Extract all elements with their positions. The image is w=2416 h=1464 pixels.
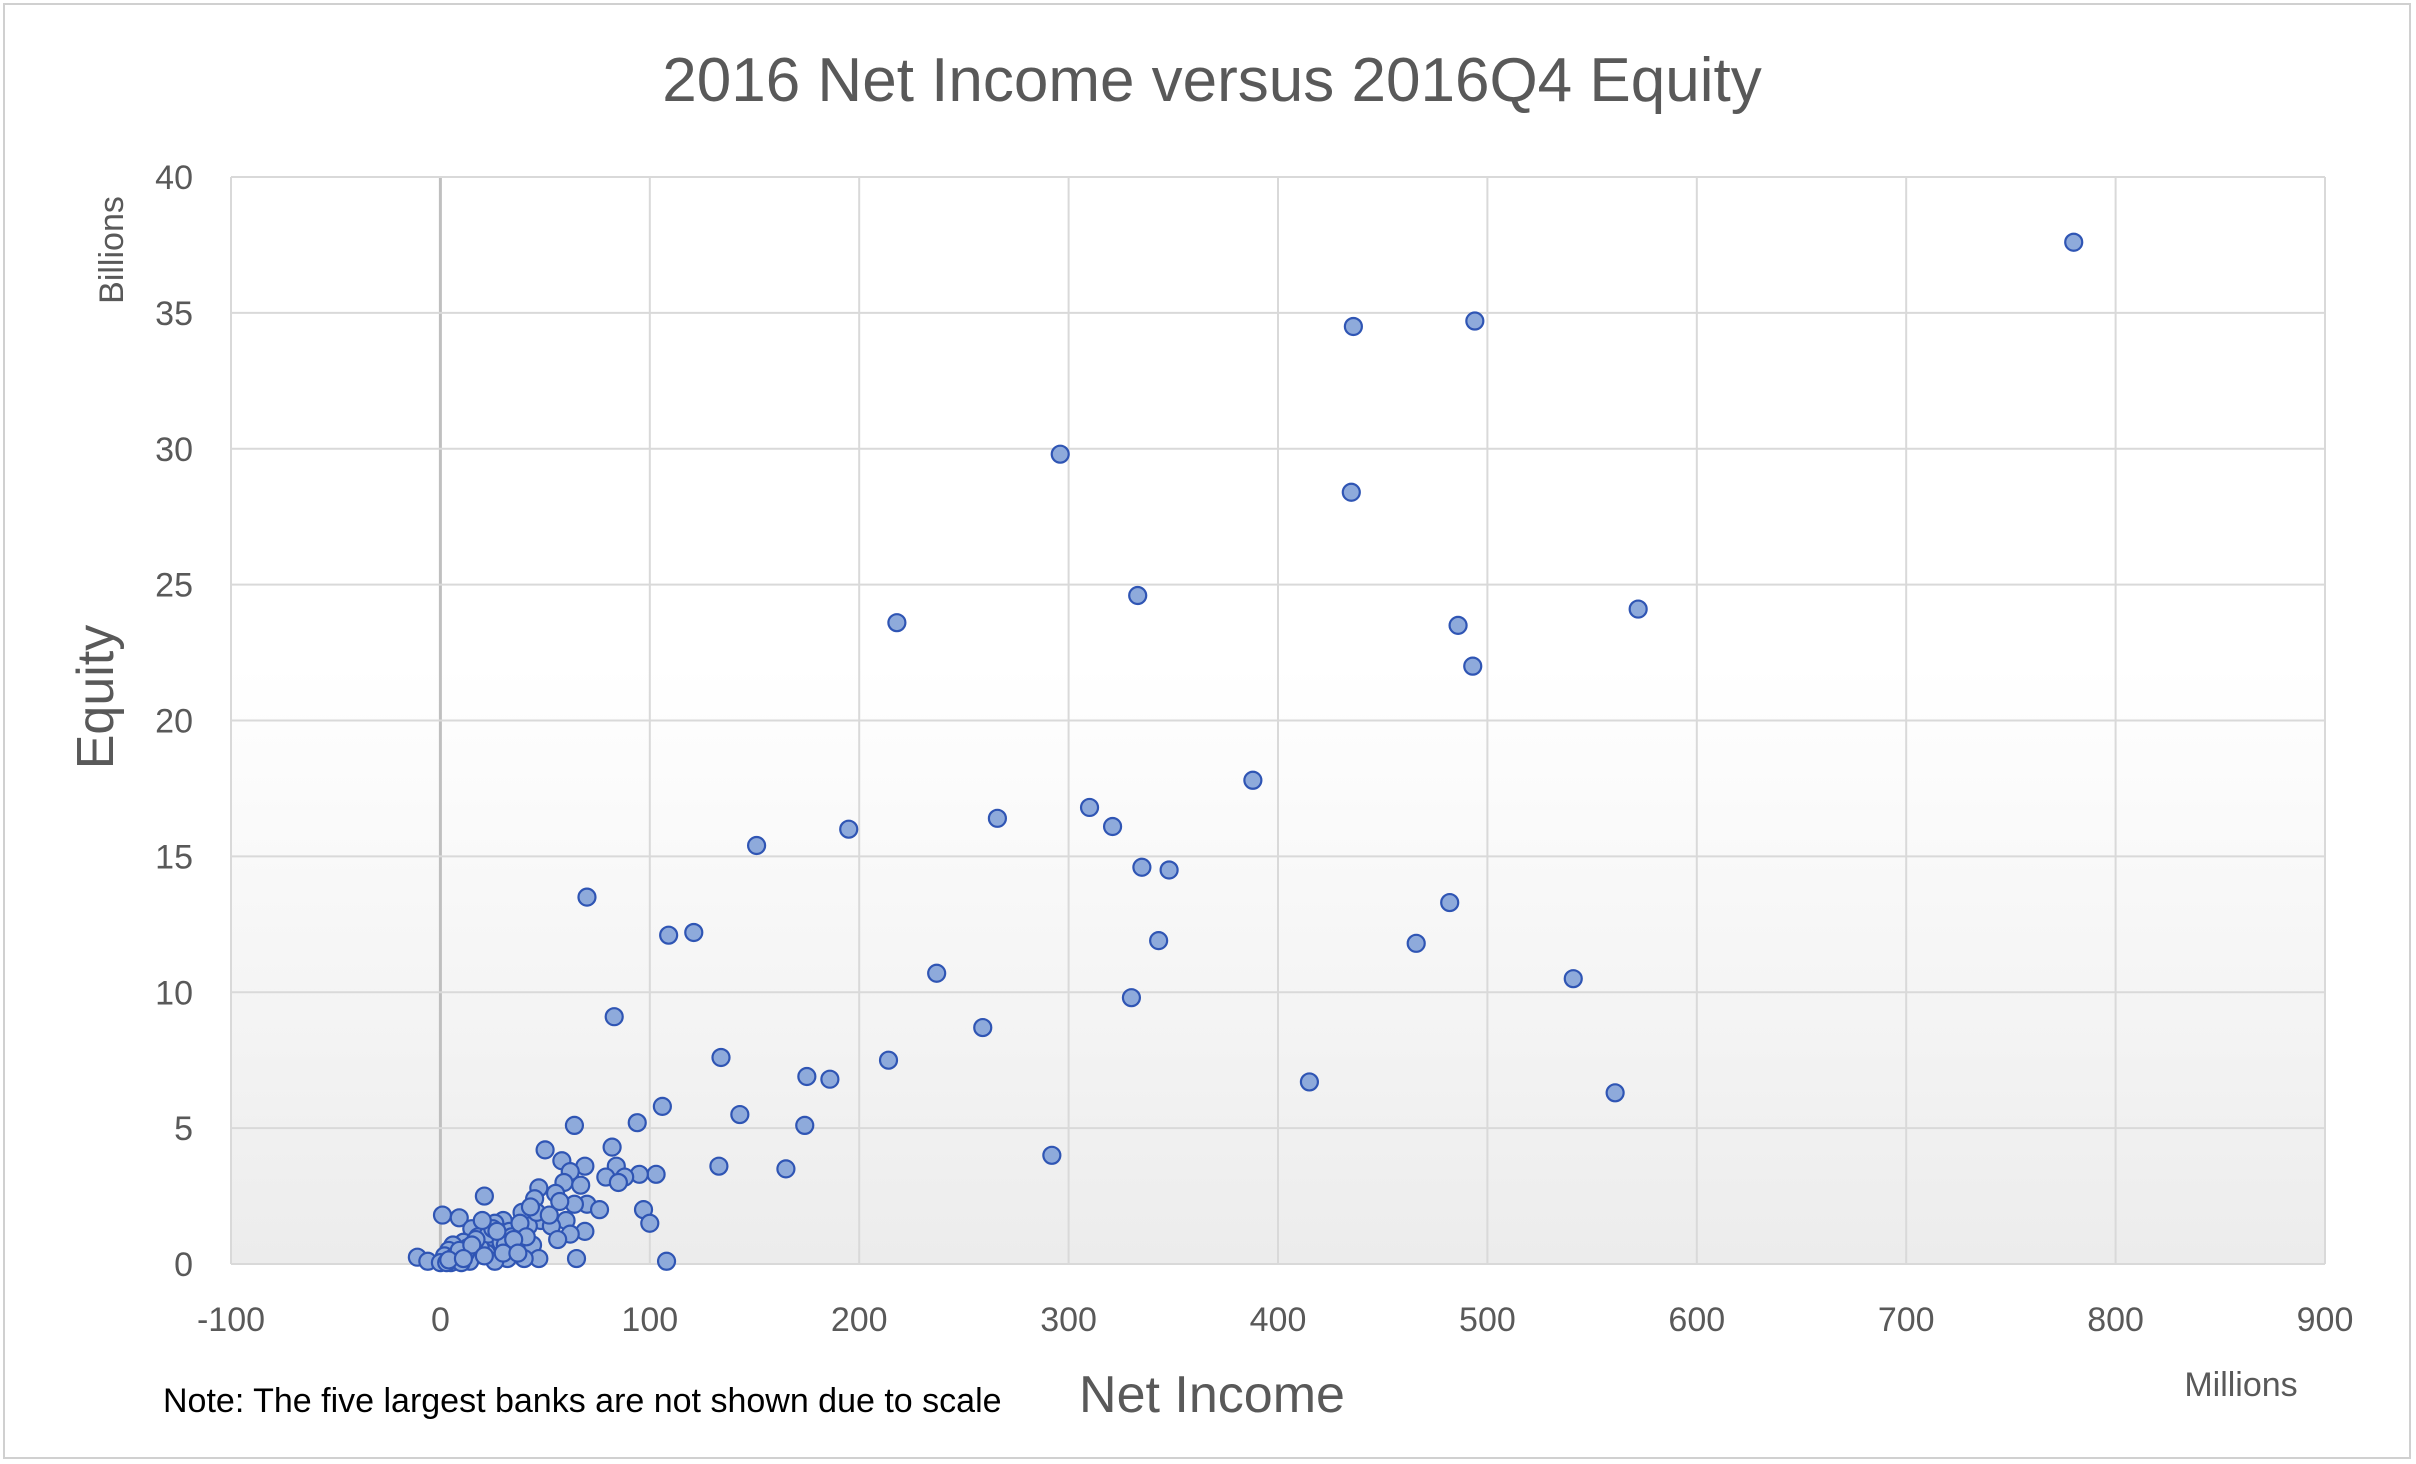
data-point (1159, 860, 1179, 880)
data-point (539, 1205, 559, 1225)
y-tick-label: 20 (155, 703, 193, 741)
data-point (487, 1221, 507, 1241)
x-tick-label: 700 (1878, 1301, 1935, 1339)
x-tick-label: 0 (431, 1301, 450, 1339)
data-point (730, 1104, 750, 1125)
data-point (987, 808, 1008, 828)
data-point (646, 1164, 666, 1184)
x-tick-label: 100 (621, 1301, 678, 1339)
data-point (453, 1248, 474, 1269)
data-point (1343, 316, 1363, 337)
data-point (1465, 311, 1485, 331)
data-point (602, 1137, 622, 1157)
data-point (684, 922, 704, 943)
data-point (1605, 1083, 1625, 1103)
data-point (973, 1017, 993, 1038)
data-point (659, 925, 679, 945)
chart-title: 2016 Net Income versus 2016Q4 Equity (662, 46, 1761, 115)
data-point (878, 1050, 899, 1070)
y-tick-label: 10 (155, 974, 193, 1012)
data-point (1448, 615, 1468, 635)
data-point (887, 613, 907, 633)
data-point (1440, 892, 1460, 913)
data-point (797, 1066, 817, 1087)
data-point (927, 963, 947, 983)
data-point (1463, 656, 1483, 676)
chart-frame: -100 0 100 200 300 400 500 600 700 800 900 0 5 10 15 20… (3, 3, 2411, 1459)
data-point (571, 1175, 591, 1195)
data-point (472, 1210, 492, 1231)
footnote: Note: The five largest banks are not sho… (163, 1382, 1002, 1420)
data-point (589, 1200, 610, 1220)
data-point (1149, 931, 1169, 951)
data-point (2064, 232, 2084, 252)
chart-svg: -100 0 100 200 300 400 500 600 700 800 90005101520… (67, 46, 2353, 1424)
data-point (1050, 444, 1070, 464)
data-point (520, 1197, 541, 1217)
data-point (652, 1096, 672, 1116)
data-point (1628, 599, 1648, 619)
data-point (627, 1113, 647, 1133)
data-point (1042, 1145, 1062, 1165)
data-point (1079, 797, 1100, 818)
data-point (1102, 816, 1123, 837)
y-axis-unit-label: Billions (93, 196, 131, 304)
data-point (820, 1069, 840, 1089)
data-point (1341, 482, 1361, 502)
data-point (839, 819, 859, 839)
data-point (550, 1191, 570, 1212)
y-tick-label: 5 (174, 1110, 193, 1148)
data-point (1132, 857, 1152, 877)
data-point (1121, 988, 1142, 1008)
data-point (1299, 1072, 1320, 1092)
data-point (746, 835, 767, 856)
data-point (640, 1213, 660, 1233)
x-tick-label: 900 (2297, 1301, 2354, 1339)
data-point (711, 1047, 731, 1068)
data-point (535, 1140, 555, 1160)
data-point (474, 1246, 494, 1266)
data-point (462, 1235, 482, 1255)
data-point (656, 1251, 677, 1271)
y-tick-label: 30 (155, 431, 193, 469)
data-point (608, 1172, 628, 1193)
x-tick-label: 400 (1250, 1301, 1307, 1339)
data-point (1406, 933, 1426, 953)
x-tick-label: 800 (2087, 1301, 2144, 1339)
data-point (1243, 770, 1263, 790)
data-point (449, 1208, 469, 1228)
y-tick-label: 0 (174, 1246, 193, 1284)
y-tick-label: 35 (155, 295, 193, 333)
y-axis-title: Equity (67, 625, 125, 770)
x-axis-title: Net Income (1079, 1366, 1345, 1424)
x-tick-label: 300 (1040, 1301, 1097, 1339)
data-point (566, 1248, 587, 1269)
x-tick-label: 200 (831, 1301, 888, 1339)
x-tick-label: 600 (1668, 1301, 1725, 1339)
data-point (432, 1205, 453, 1225)
x-tick-label: 500 (1459, 1301, 1516, 1339)
data-point (795, 1115, 815, 1136)
y-tick-label: 25 (155, 567, 193, 605)
data-point (508, 1243, 528, 1263)
x-axis-unit-label: Millions (2184, 1366, 2297, 1404)
data-point (577, 887, 597, 907)
data-point (474, 1186, 494, 1206)
y-tick-label: 15 (155, 838, 193, 876)
x-tick-label: -100 (197, 1301, 265, 1339)
y-tick-label: 40 (155, 159, 193, 197)
data-point (564, 1115, 585, 1136)
data-points (407, 232, 2084, 1273)
data-point (548, 1229, 568, 1250)
data-point (1563, 969, 1583, 989)
grid-lines (230, 176, 2326, 1265)
data-point (776, 1159, 796, 1179)
tick-labels: -100 0 100 200 300 400 500 600 700 800 90005101520… (155, 159, 2353, 1339)
data-point (709, 1156, 729, 1176)
data-point (1128, 585, 1148, 606)
data-point (604, 1007, 624, 1027)
